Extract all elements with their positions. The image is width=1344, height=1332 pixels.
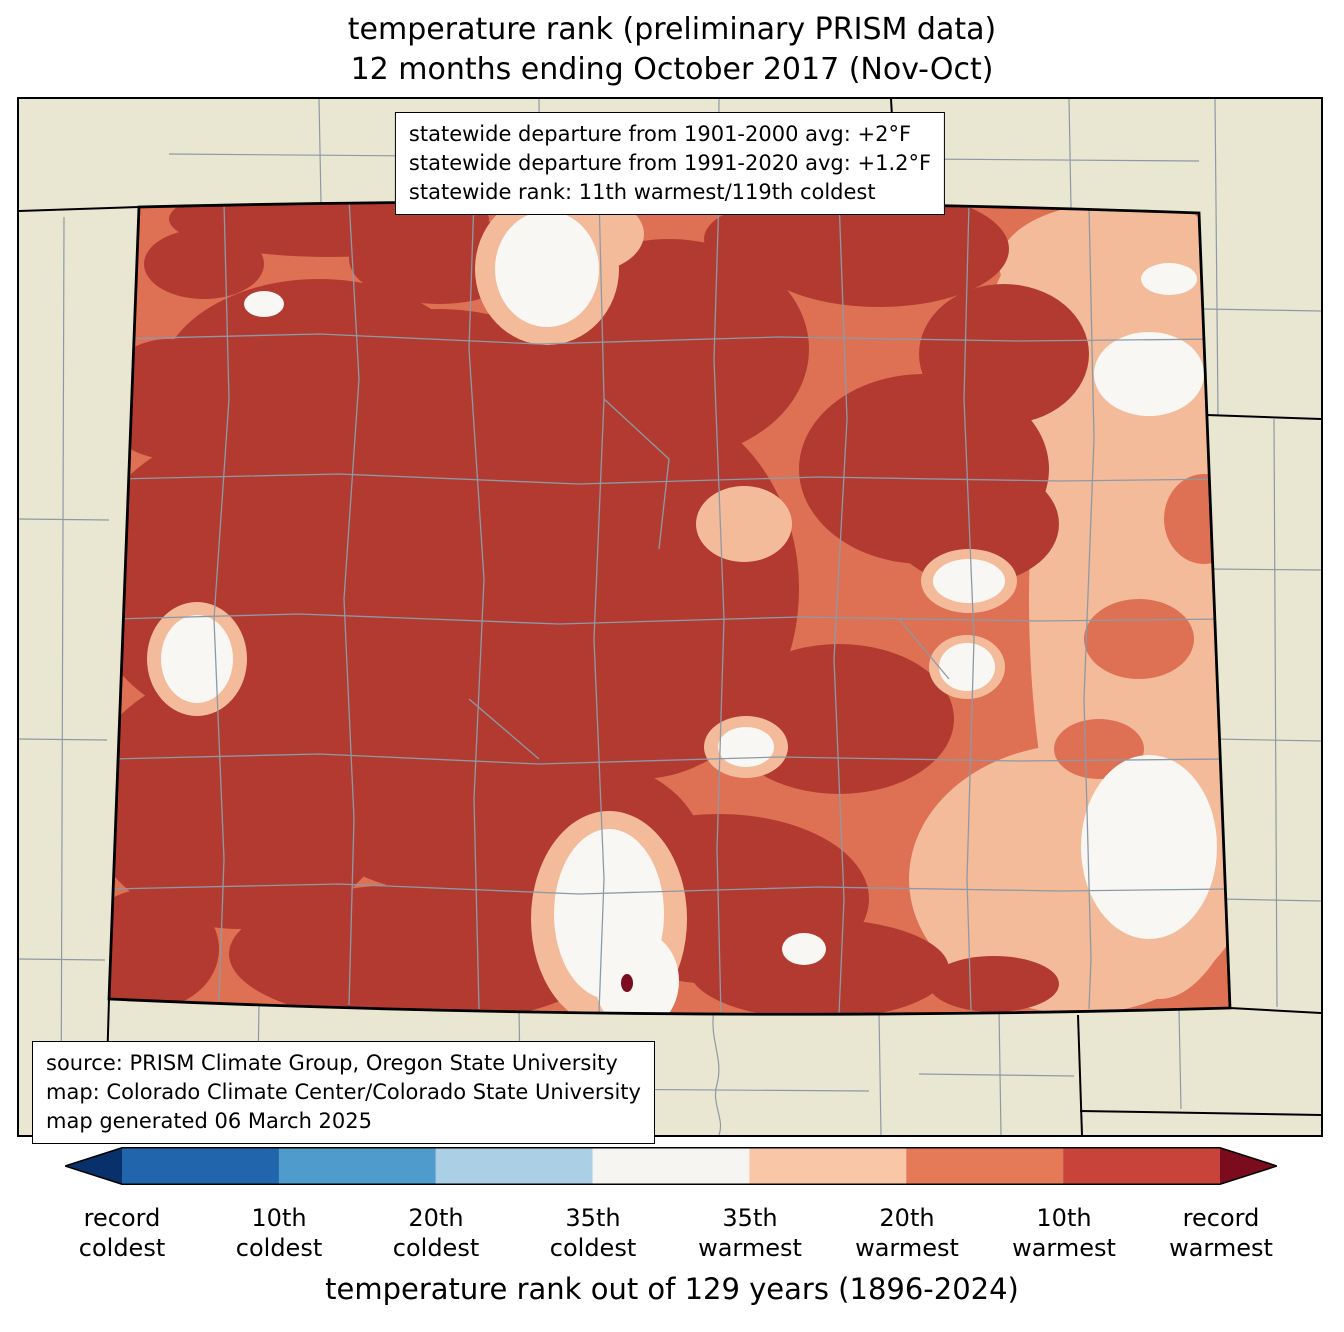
source-line-3: map generated 06 March 2025 [46, 1109, 373, 1133]
rank-record-warmest [621, 974, 633, 992]
page-title-line1: temperature rank (preliminary PRISM data… [347, 12, 997, 47]
colorado-map [19, 99, 1321, 1135]
legend-label-20th-coldest: 20th coldest [392, 1204, 480, 1262]
legend-label-record-warmest: record warmest [1169, 1204, 1273, 1262]
stats-line-3: statewide rank: 11th warmest/119th colde… [408, 180, 876, 204]
colorbar-segment-5 [906, 1147, 1064, 1185]
colorado-rank-fill [109, 201, 1230, 1015]
legend-label-20th-warmest: 20th warmest [855, 1204, 959, 1262]
colorbar [62, 1147, 1280, 1185]
colorbar-segment-4 [749, 1147, 907, 1185]
stats-box: statewide departure from 1901-2000 avg: … [394, 112, 946, 215]
colorbar-segment-6 [1063, 1147, 1220, 1185]
source-line-2: map: Colorado Climate Center/Colorado St… [46, 1080, 641, 1104]
legend-label-35th-warmest: 35th warmest [698, 1204, 802, 1262]
colorado-county-lines [109, 201, 1230, 1015]
colorbar-segment-0 [122, 1147, 279, 1185]
stats-line-2: statewide departure from 1991-2020 avg: … [408, 151, 932, 175]
source-line-1: source: PRISM Climate Group, Oregon Stat… [46, 1051, 618, 1075]
map-frame: statewide departure from 1901-2000 avg: … [17, 97, 1323, 1144]
legend-label-10th-warmest: 10th warmest [1012, 1204, 1116, 1262]
colorbar-right-arrow [1220, 1147, 1277, 1185]
legend-label-35th-coldest: 35th coldest [549, 1204, 637, 1262]
colorbar-segment-2 [435, 1147, 593, 1185]
stats-line-1: statewide departure from 1901-2000 avg: … [408, 122, 912, 146]
colorbar-segment-1 [278, 1147, 436, 1185]
colorbar-left-arrow [65, 1147, 122, 1185]
legend-label-10th-coldest: 10th coldest [235, 1204, 323, 1262]
legend-label-record-coldest: record coldest [78, 1204, 166, 1262]
colorbar-axis-label: temperature rank out of 129 years (1896-… [325, 1272, 1019, 1306]
colorbar-segment-3 [592, 1147, 750, 1185]
rank-near-normal [161, 211, 1217, 1015]
source-box: source: PRISM Climate Group, Oregon Stat… [32, 1041, 655, 1144]
page-title-line2: 12 months ending October 2017 (Nov-Oct) [350, 52, 994, 87]
